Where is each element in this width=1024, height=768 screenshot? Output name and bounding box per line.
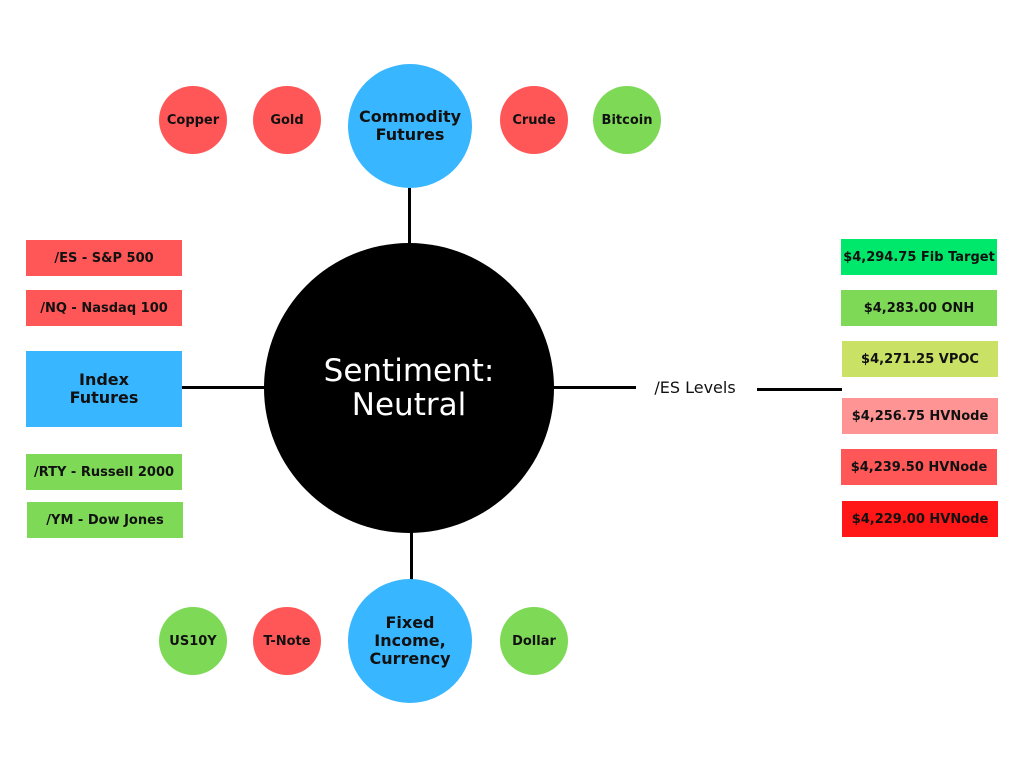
index-es: /ES - S&P 500: [26, 240, 182, 276]
commodity-gold: Gold: [253, 86, 321, 154]
sentiment-line1: Sentiment:: [323, 353, 495, 389]
commodity-bitcoin: Bitcoin: [593, 86, 661, 154]
hub-label: Commodity: [358, 107, 462, 126]
connector-left: [182, 386, 266, 389]
level-vpoc: $4,271.25 VPOC: [842, 341, 998, 377]
hub-label: Index: [79, 370, 129, 389]
sentiment-circle: Sentiment: Neutral: [264, 243, 554, 533]
level-onh: $4,283.00 ONH: [841, 290, 997, 326]
index-nq: /NQ - Nasdaq 100: [26, 290, 182, 326]
commodity-futures-hub: Commodity Futures: [348, 64, 472, 188]
commodity-copper: Copper: [159, 86, 227, 154]
index-futures-hub: Index Futures: [26, 351, 182, 427]
index-rty: /RTY - Russell 2000: [26, 454, 182, 490]
connector-bottom: [410, 532, 413, 580]
commodity-crude: Crude: [500, 86, 568, 154]
hub-label: Currency: [369, 649, 451, 668]
es-levels-title: /ES Levels: [654, 378, 736, 397]
hub-label: Futures: [69, 388, 139, 407]
level-hvnode-1: $4,256.75 HVNode: [842, 398, 998, 434]
hub-label: Futures: [375, 125, 445, 144]
connector-levels: [757, 388, 842, 391]
fixed-income-hub: Fixed Income, Currency: [348, 579, 472, 703]
fixed-income-us10y: US10Y: [159, 607, 227, 675]
level-fib-target: $4,294.75 Fib Target: [841, 239, 997, 275]
hub-label: Fixed: [385, 613, 435, 632]
fixed-income-dollar: Dollar: [500, 607, 568, 675]
hub-label: Income,: [374, 631, 446, 650]
index-ym: /YM - Dow Jones: [27, 502, 183, 538]
level-hvnode-3: $4,229.00 HVNode: [842, 501, 998, 537]
connector-top: [408, 188, 411, 245]
sentiment-line2: Neutral: [351, 387, 467, 423]
level-hvnode-2: $4,239.50 HVNode: [841, 449, 997, 485]
fixed-income-tnote: T-Note: [253, 607, 321, 675]
connector-right: [552, 386, 636, 389]
